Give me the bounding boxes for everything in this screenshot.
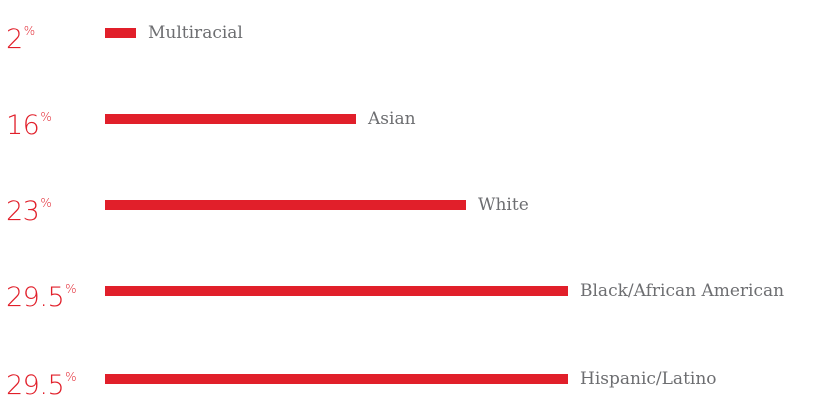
percent-symbol: % <box>65 282 77 296</box>
category-label: Multiracial <box>148 23 243 43</box>
value-label: 23% <box>6 188 52 227</box>
bar <box>105 28 136 38</box>
percent-symbol: % <box>40 110 52 124</box>
value-number: 23 <box>6 196 40 227</box>
value-label: 29.5% <box>6 274 77 313</box>
bar-row: 2% Multiracial <box>0 14 819 55</box>
bar-row: 29.5% Hispanic/Latino <box>0 360 819 401</box>
value-label: 2% <box>6 16 35 55</box>
value-number: 29.5 <box>6 370 65 401</box>
bar <box>105 200 466 210</box>
value-number: 2 <box>6 24 23 55</box>
bar-row: 16% Asian <box>0 100 819 141</box>
value-label: 16% <box>6 102 52 141</box>
category-label: Asian <box>368 109 416 129</box>
value-number: 29.5 <box>6 282 65 313</box>
category-label: Black/African American <box>580 281 785 301</box>
percent-symbol: % <box>65 370 77 384</box>
bar <box>105 374 568 384</box>
bar <box>105 114 356 124</box>
category-label: White <box>478 195 529 215</box>
bar-row: 23% White <box>0 186 819 227</box>
percent-symbol: % <box>40 196 52 210</box>
bar-row: 29.5% Black/African American <box>0 272 819 313</box>
value-number: 16 <box>6 110 40 141</box>
category-label: Hispanic/Latino <box>580 369 717 389</box>
percent-symbol: % <box>23 24 35 38</box>
bar <box>105 286 568 296</box>
value-label: 29.5% <box>6 362 77 401</box>
